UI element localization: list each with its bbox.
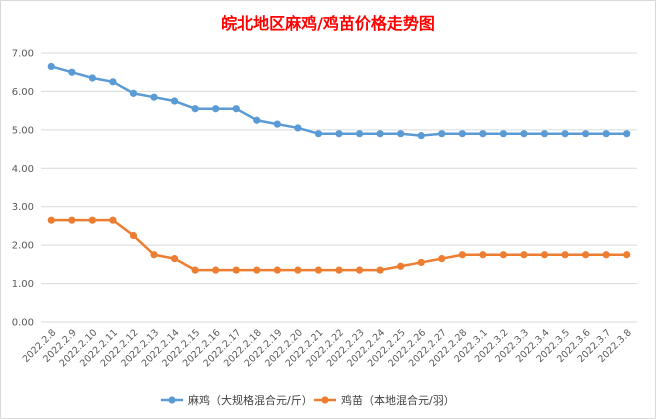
data-point [191, 266, 199, 274]
data-point [109, 216, 117, 224]
data-point [561, 130, 569, 138]
y-tick-label: 1.00 [12, 279, 34, 290]
data-point [499, 251, 508, 259]
data-point [458, 130, 466, 138]
data-point [376, 130, 384, 138]
data-point [355, 266, 364, 274]
series-line [50, 65, 627, 137]
data-point [150, 251, 158, 259]
x-axis-ticks: 2022.2.82022.2.92022.2.102022.2.112022.2… [21, 327, 634, 369]
gridlines [41, 52, 637, 323]
series-1 [47, 62, 631, 140]
y-tick-label: 3.00 [12, 202, 34, 213]
data-point [68, 216, 76, 224]
legend-label: 麻鸡（大规格混合元/斤） [188, 393, 313, 407]
legend: 麻鸡（大规格混合元/斤） 鸡苗（本地混合元/羽） [161, 393, 455, 407]
data-point [68, 68, 76, 76]
data-point [376, 266, 384, 274]
legend-item: 鸡苗（本地混合元/羽） [314, 393, 455, 407]
data-point [314, 266, 323, 274]
data-point [253, 116, 261, 124]
y-tick-label: 6.00 [12, 87, 34, 98]
y-tick-label: 2.00 [12, 241, 34, 252]
data-point [212, 266, 220, 274]
data-point [623, 130, 631, 138]
data-point [417, 258, 425, 267]
data-point [602, 251, 610, 259]
series-layer [47, 62, 631, 274]
data-point [520, 251, 528, 259]
y-tick-label: 4.00 [12, 164, 34, 175]
data-point [232, 266, 240, 274]
data-point [355, 130, 364, 138]
legend-point-marker [168, 396, 176, 404]
data-point [273, 120, 281, 128]
data-point [191, 105, 199, 113]
data-point [170, 97, 179, 105]
data-point [540, 251, 549, 259]
series-2 [47, 216, 631, 274]
data-point [170, 254, 179, 263]
data-point [438, 130, 446, 138]
data-point [253, 266, 261, 274]
legend-label: 鸡苗（本地混合元/羽） [341, 393, 455, 407]
data-point [417, 132, 425, 140]
data-point [335, 130, 343, 138]
data-point [397, 130, 405, 138]
data-point [438, 254, 446, 263]
data-point [88, 74, 96, 82]
data-point [150, 93, 158, 101]
y-tick-label: 0.00 [12, 318, 34, 329]
data-point [602, 130, 610, 138]
y-tick-label: 7.00 [12, 49, 34, 60]
data-point [540, 130, 549, 138]
data-point [458, 251, 466, 259]
data-point [129, 89, 138, 97]
data-point [273, 266, 281, 274]
data-point [520, 130, 528, 138]
data-point [212, 105, 220, 113]
data-point [294, 124, 302, 132]
data-point [314, 130, 323, 138]
data-point [499, 130, 508, 138]
data-point [623, 251, 631, 259]
legend-item: 麻鸡（大规格混合元/斤） [161, 393, 313, 407]
data-point [47, 216, 55, 224]
data-point [109, 78, 117, 86]
data-point [397, 262, 405, 270]
data-point [479, 130, 487, 138]
data-point [561, 251, 569, 259]
legend-point-marker [321, 396, 329, 404]
data-point [232, 105, 240, 113]
data-point [88, 216, 96, 224]
y-axis-ticks: 0.00 1.00 2.00 3.00 4.00 5.00 6.00 7.00 [12, 49, 34, 329]
data-point [47, 62, 55, 71]
data-point [335, 266, 343, 274]
y-tick-label: 5.00 [12, 125, 34, 136]
data-point [294, 266, 302, 274]
chart-title: 皖北地区麻鸡/鸡苗价格走势图 [221, 14, 435, 33]
data-point [582, 251, 590, 259]
data-point [479, 251, 487, 259]
data-point [582, 130, 590, 138]
data-point [129, 231, 138, 240]
